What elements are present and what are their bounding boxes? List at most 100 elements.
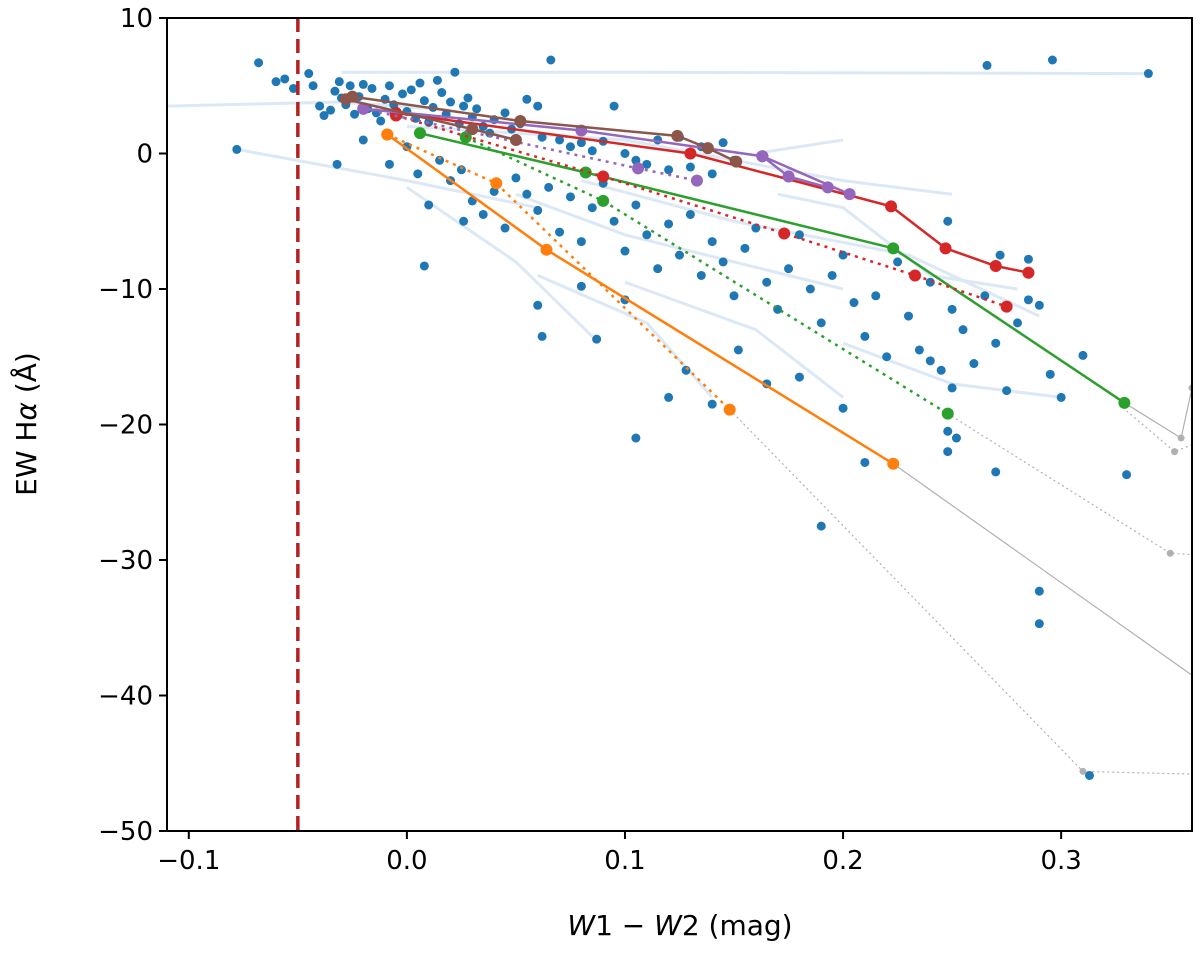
scatter-point (805, 284, 815, 294)
red-series-marker (597, 170, 610, 183)
scatter-point (330, 86, 340, 96)
scatter-point (415, 78, 425, 88)
orange-series-marker (887, 457, 900, 470)
brown-series-marker (514, 114, 527, 127)
scatter-point (1122, 470, 1132, 480)
gray-track-line (1124, 387, 1192, 440)
scatter-point (345, 81, 355, 91)
scatter-point (533, 300, 543, 310)
red-series-marker (778, 227, 791, 240)
scatter-point (576, 138, 586, 148)
y-axis-label-greek: α (10, 402, 43, 421)
y-axis-label: EW Hα (Å) (9, 352, 43, 496)
gray-track-line (1126, 410, 1192, 453)
brown-series-marker (730, 155, 743, 168)
scatter-point (675, 250, 684, 260)
scatter-point (620, 246, 630, 256)
scatter-point (398, 89, 408, 99)
purple-series-line (363, 107, 851, 196)
red-series-marker (1022, 266, 1035, 279)
scatter-point (424, 200, 434, 210)
scatter-point (533, 101, 543, 111)
x-tick-label: 0.1 (604, 846, 645, 876)
x-axis-label-part-2: 2 (mag) (682, 909, 793, 942)
scatter-point (472, 104, 482, 114)
gray-track-line (947, 413, 1192, 556)
scatter-point (943, 426, 953, 436)
scatter-point (406, 85, 416, 95)
scatter-point (664, 165, 674, 175)
scatter-point (827, 270, 837, 280)
scatter-point (925, 277, 935, 287)
scatter-point (544, 182, 554, 192)
scatter-point (555, 135, 565, 145)
faint-track-line (406, 186, 594, 338)
purple-series-marker (357, 102, 370, 115)
scatter-point (729, 291, 739, 301)
y-axis-label-part-2: (Å) (9, 352, 43, 402)
scatter-point (522, 94, 532, 104)
scatter-point (762, 277, 772, 287)
scatter-point (1034, 586, 1044, 596)
faint-track-line (537, 274, 714, 399)
brown-series-marker (671, 129, 684, 142)
purple-series-marker (843, 188, 856, 201)
faint-track-line (777, 192, 1018, 291)
y-axis-label-part-1: EW H (10, 421, 43, 496)
scatter-point (555, 227, 565, 237)
faint-track-line (755, 138, 844, 155)
red-series-marker (939, 242, 952, 255)
scatter-point (816, 521, 826, 531)
faint-track-line (515, 192, 844, 291)
scatter-point (943, 216, 953, 226)
gray-marker (1171, 448, 1179, 456)
faint-track-line (236, 147, 539, 210)
scatter-point (576, 281, 586, 291)
scatter-point (546, 55, 556, 65)
scatter-point (631, 200, 641, 210)
y-tick-label: 0 (136, 140, 153, 170)
scatter-point (947, 383, 957, 393)
green-series-marker (597, 194, 610, 207)
scatter-point (511, 173, 521, 183)
scatter-point (522, 189, 532, 199)
scatter-point (882, 352, 892, 362)
scatter-point (1056, 392, 1066, 402)
red-series-marker (909, 269, 922, 282)
scatter-point (943, 447, 953, 457)
scatter-point (500, 108, 510, 118)
scatter-point (592, 334, 602, 344)
green-series-line (419, 131, 1126, 404)
scatter-point (794, 372, 804, 382)
scatter-point (1143, 69, 1153, 79)
scatter-point (893, 257, 903, 267)
orange-series-marker (723, 403, 736, 416)
scatter-point (478, 209, 488, 219)
scatter-point (1023, 254, 1033, 264)
gray-marker (1177, 434, 1185, 442)
scatter-point (565, 142, 575, 152)
orange-series-marker (381, 128, 394, 141)
scatter-point (435, 155, 445, 165)
plot-area (167, 18, 1192, 831)
scatter-point (707, 237, 717, 247)
faint-track-line (581, 179, 1040, 318)
scatter-point (620, 149, 630, 158)
scatter-point (384, 81, 394, 91)
scatter-point (718, 138, 728, 148)
scatter-point (958, 325, 968, 335)
y-tick-label: −10 (98, 275, 153, 305)
scatter-point (784, 264, 794, 274)
scatter-point (849, 298, 859, 308)
gray-track-line (729, 409, 1192, 775)
scatter-point (463, 93, 473, 103)
scatter-point (450, 67, 460, 77)
purple-series-marker (821, 181, 834, 194)
scatter-point (376, 116, 386, 126)
scatter-point (1034, 619, 1044, 629)
scatter-point (860, 331, 870, 341)
x-tick-label: 0.0 (386, 846, 427, 876)
scatter-point (860, 457, 870, 467)
scatter-point (432, 75, 442, 85)
